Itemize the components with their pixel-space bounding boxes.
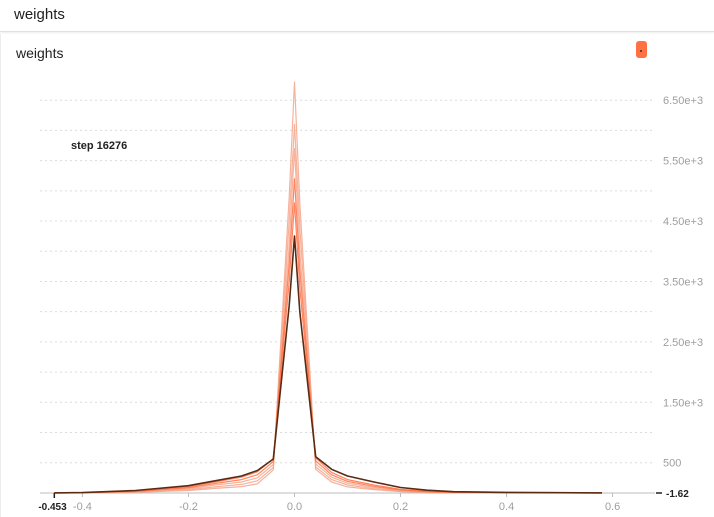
- series-line: [54, 147, 603, 494]
- x-tick-label: -0.4: [73, 501, 92, 513]
- x-marker-label: -0.453: [38, 502, 67, 513]
- run-color-swatch[interactable]: [636, 41, 647, 58]
- swatch-dot-icon: [640, 50, 642, 52]
- step-label: step 16276: [71, 140, 127, 152]
- y-tick-label: 500: [663, 458, 681, 470]
- series-line: [54, 178, 603, 494]
- x-tick-label: 0.6: [605, 501, 620, 513]
- y-tick-label: 6.50e+3: [663, 95, 703, 107]
- y-tick-label: 4.50e+3: [663, 216, 703, 228]
- y-tick-label: 1.50e+3: [663, 397, 703, 409]
- y-marker-label: -1.62: [666, 489, 689, 500]
- x-tick-label: 0.2: [393, 501, 408, 513]
- series-line: [54, 202, 603, 494]
- y-tick-label: 2.50e+3: [663, 337, 703, 349]
- x-marker-bg: [38, 499, 73, 512]
- highlight-series-line: [54, 235, 603, 494]
- x-tick-label: 0.0: [287, 501, 302, 513]
- x-tick-label: -0.2: [179, 501, 198, 513]
- y-tick-label: 5.50e+3: [663, 156, 703, 168]
- series-line: [54, 81, 602, 494]
- x-tick-label: 0.4: [499, 501, 514, 513]
- card-title: weights: [16, 45, 64, 61]
- y-tick-label: 3.50e+3: [663, 276, 703, 288]
- top-header: weights: [0, 0, 714, 32]
- histogram-card: weights: [0, 34, 714, 517]
- series-line: [54, 123, 602, 494]
- header-title: weights: [14, 6, 65, 23]
